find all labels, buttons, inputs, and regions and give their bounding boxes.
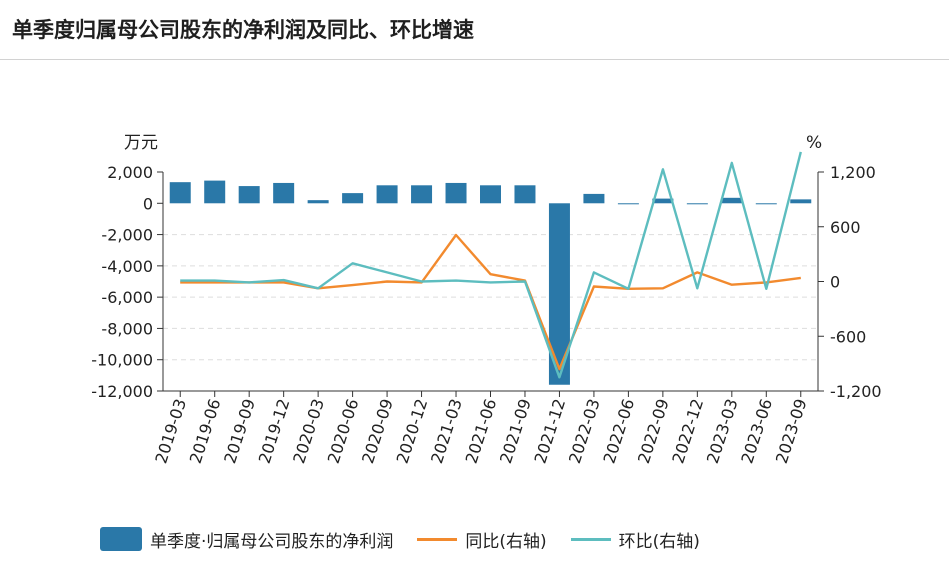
- series-line-qoq: [180, 151, 802, 379]
- right-tick-label: 0: [830, 273, 840, 292]
- legend-label-qoq: 环比(右轴): [618, 531, 700, 552]
- x-tick-label: 2020-12: [393, 396, 432, 465]
- left-tick-label: -6,000: [101, 288, 153, 307]
- x-tick-label: 2022-09: [634, 396, 673, 465]
- x-tick-label: 2021-09: [496, 396, 535, 465]
- x-tick-label: 2019-03: [151, 396, 190, 465]
- right-tick-label: -600: [830, 327, 866, 346]
- x-tick-label: 2023-06: [737, 396, 776, 465]
- bar: [480, 185, 501, 204]
- bar: [342, 193, 364, 204]
- legend-label-yoy: 同比(右轴): [465, 531, 547, 552]
- legend: 单季度·归属母公司股东的净利润 同比(右轴) 环比(右轴): [100, 524, 724, 554]
- right-tick-label: -1,200: [830, 382, 882, 401]
- bar: [686, 203, 708, 205]
- left-tick-label: -4,000: [101, 257, 153, 276]
- legend-item-qoq[interactable]: 环比(右轴): [570, 527, 700, 552]
- legend-item-net-profit[interactable]: 单季度·归属母公司股东的净利润: [100, 527, 393, 552]
- bar: [307, 200, 329, 204]
- legend-label-net-profit: 单季度·归属母公司股东的净利润: [150, 531, 394, 552]
- x-tick-label: 2020-06: [324, 396, 363, 465]
- left-tick-label: 0: [143, 194, 153, 213]
- x-tick-label: 2021-12: [531, 396, 570, 465]
- x-tick-label: 2021-06: [462, 396, 501, 465]
- bar: [790, 199, 812, 204]
- x-tick-label: 2020-09: [358, 396, 397, 465]
- legend-swatch-yoy: [417, 537, 458, 541]
- bar: [169, 182, 191, 204]
- x-tick-label: 2023-03: [703, 396, 742, 465]
- left-tick-label: 2,000: [107, 163, 153, 182]
- bar: [411, 185, 433, 204]
- bar: [376, 185, 398, 204]
- bar: [273, 182, 295, 204]
- left-unit-label: 万元: [124, 133, 158, 153]
- right-unit-label: %: [806, 133, 822, 153]
- left-tick-label: -12,000: [91, 382, 153, 401]
- x-tick-label: 2022-06: [599, 396, 638, 465]
- bar: [583, 193, 605, 204]
- x-tick-label: 2022-03: [565, 396, 604, 465]
- series-line-yoy: [180, 233, 801, 371]
- left-tick-label: -8,000: [101, 319, 153, 338]
- legend-item-yoy[interactable]: 同比(右轴): [417, 527, 547, 552]
- chart-title: 单季度归属母公司股东的净利润及同比、环比增速: [12, 18, 474, 42]
- bar: [238, 186, 260, 204]
- right-tick-label: 1,200: [830, 163, 876, 182]
- bar: [652, 198, 674, 204]
- bar: [721, 197, 743, 204]
- left-tick-label: -2,000: [101, 226, 153, 245]
- bar: [445, 182, 467, 204]
- x-tick-label: 2019-12: [255, 396, 294, 465]
- title-divider: [0, 59, 949, 60]
- x-tick-label: 2019-06: [186, 396, 225, 465]
- x-tick-label: 2019-09: [220, 396, 259, 465]
- legend-swatch-qoq: [570, 537, 611, 541]
- bar: [617, 203, 639, 205]
- bar: [204, 180, 226, 204]
- bar: [755, 203, 777, 205]
- left-tick-label: -10,000: [91, 351, 153, 370]
- x-tick-label: 2022-12: [668, 396, 707, 465]
- x-tick-label: 2023-09: [772, 396, 811, 465]
- bar: [514, 185, 536, 204]
- right-tick-label: 600: [830, 218, 861, 237]
- bar: [548, 203, 570, 385]
- x-tick-label: 2020-03: [289, 396, 328, 465]
- legend-swatch-net-profit: [100, 527, 142, 551]
- x-tick-label: 2021-03: [427, 396, 466, 465]
